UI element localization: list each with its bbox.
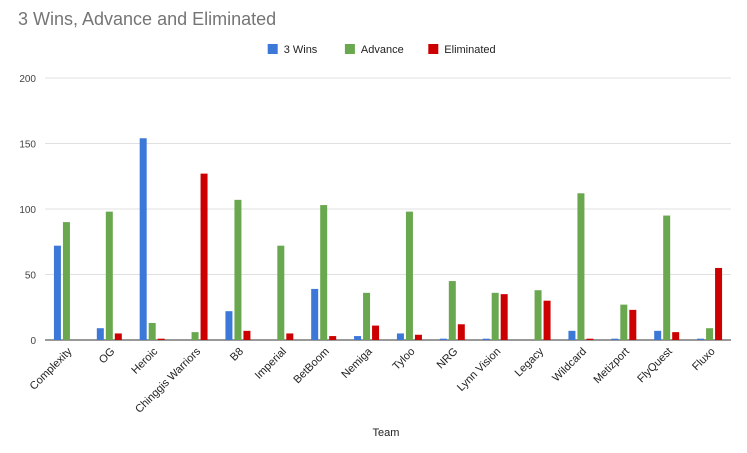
legend: 3 Wins Advance Eliminated (267, 44, 496, 56)
bar-eliminated-legacy (543, 300, 551, 340)
bar-3-wins-flyquest (654, 330, 662, 340)
bar-3-wins-b8 (225, 311, 233, 340)
category-label: Lynn Vision (455, 346, 503, 394)
category-label: OG (97, 346, 118, 367)
bar-3-wins-metizport (611, 338, 619, 340)
bar-3-wins-betboom (311, 288, 319, 340)
bar-3-wins-fluxo (697, 338, 705, 340)
bar-advance-tyloo (405, 211, 413, 340)
legend-swatch-3-wins (267, 44, 278, 54)
bar-advance-wildcard (577, 193, 585, 340)
bar-advance-heroic (148, 322, 156, 340)
bar-eliminated-nrg (457, 324, 465, 340)
y-tick-label: 100 (19, 205, 36, 216)
category-label: Heroic (129, 345, 160, 376)
bar-advance-fluxo (706, 328, 714, 340)
bar-eliminated-heroic (157, 338, 165, 340)
bar-advance-chinggis-warriors (191, 332, 199, 340)
bar-eliminated-tyloo (414, 334, 422, 340)
bar-advance-lynn-vision (491, 292, 499, 340)
bar-eliminated-betboom (329, 336, 337, 340)
category-label: Wildcard (550, 346, 589, 385)
bar-3-wins-wildcard (568, 330, 576, 340)
bar-advance-imperial (277, 245, 285, 340)
bar-3-wins-nrg (439, 338, 447, 340)
bar-advance-metizport (620, 304, 628, 340)
bar-eliminated-nemiga (372, 325, 380, 340)
bar-3-wins-complexity (53, 245, 61, 340)
bar-eliminated-lynn-vision (500, 294, 508, 340)
category-label: NRG (435, 346, 461, 372)
legend-label: Advance (361, 44, 404, 56)
bar-eliminated-flyquest (672, 332, 680, 340)
bar-eliminated-imperial (286, 333, 294, 340)
bar-advance-nemiga (363, 292, 371, 340)
category-label: Fluxo (690, 346, 718, 374)
legend-swatch-advance (344, 44, 355, 54)
chart-title: 3 Wins, Advance and Eliminated (18, 9, 277, 29)
bar-advance-legacy (534, 290, 542, 340)
bar-advance-nrg (448, 281, 456, 340)
bar-3-wins-og (96, 328, 104, 340)
bar-eliminated-metizport (629, 309, 637, 340)
category-label: FlyQuest (635, 346, 675, 386)
y-tick-label: 50 (25, 271, 37, 282)
legend-label: Eliminated (444, 44, 495, 56)
bar-advance-complexity (62, 222, 70, 340)
bar-eliminated-b8 (243, 330, 251, 340)
bar-eliminated-og (114, 333, 122, 340)
bar-advance-b8 (234, 199, 242, 340)
category-label: Nemiga (339, 345, 375, 381)
y-tick-label: 200 (19, 74, 36, 85)
legend-swatch-eliminated (428, 44, 439, 54)
x-axis-title: Team (373, 427, 400, 439)
y-tick-label: 150 (19, 140, 36, 151)
bar-3-wins-tyloo (396, 333, 404, 340)
category-label: BetBoom (291, 346, 331, 386)
bars (53, 138, 723, 340)
bar-eliminated-fluxo (715, 267, 723, 340)
bar-advance-betboom (320, 205, 328, 340)
bar-eliminated-wildcard (586, 338, 594, 340)
bar-3-wins-heroic (139, 138, 147, 340)
bar-3-wins-lynn-vision (482, 338, 490, 340)
legend-label: 3 Wins (284, 44, 318, 56)
bar-advance-og (105, 211, 113, 340)
bar-advance-flyquest (663, 215, 671, 340)
bar-eliminated-chinggis-warriors (200, 173, 208, 340)
bar-3-wins-nemiga (354, 336, 362, 340)
category-label: Complexity (28, 345, 75, 392)
y-tick-label: 0 (30, 336, 36, 347)
category-label: Metizport (591, 346, 631, 386)
category-label: Imperial (253, 346, 289, 382)
category-label: Legacy (513, 345, 547, 379)
category-label: Tyloo (390, 346, 417, 373)
category-label: B8 (228, 346, 246, 364)
